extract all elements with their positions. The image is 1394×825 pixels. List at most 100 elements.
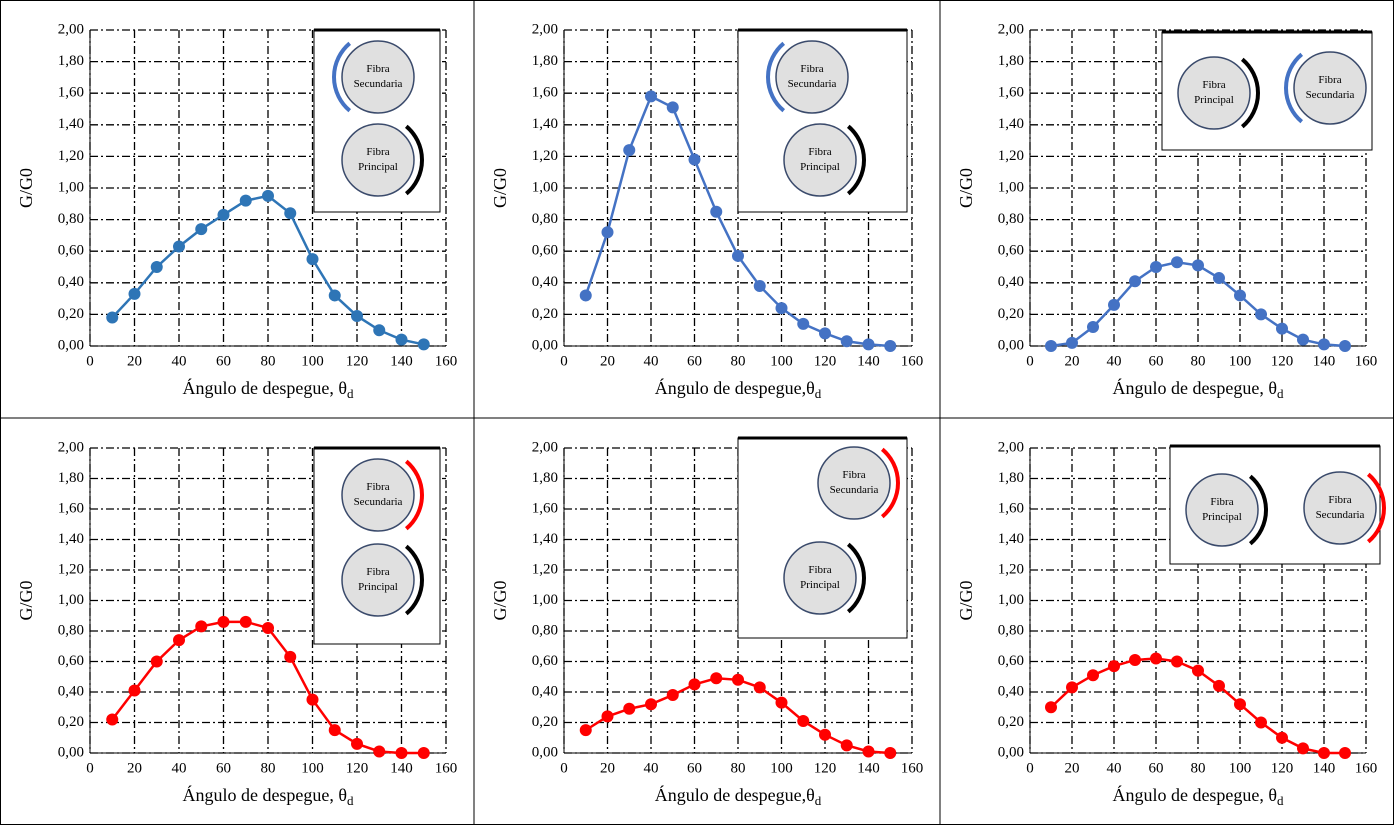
data-point	[580, 289, 592, 301]
x-axis-label-main: Ángulo de despegue, θ	[1112, 784, 1277, 805]
y-tick-label: 1,80	[58, 53, 84, 69]
fiber-label: Principal	[1202, 511, 1242, 523]
y-tick-label: 0,80	[998, 211, 1024, 227]
y-tick-label: 2,00	[532, 21, 558, 37]
fiber-circle	[1178, 57, 1250, 129]
y-tick-label: 0,20	[998, 714, 1024, 730]
x-tick-label: 0	[1026, 353, 1034, 369]
data-point	[373, 745, 385, 757]
data-point	[884, 340, 896, 352]
x-tick-label: 100	[1229, 353, 1252, 369]
chart: 0,000,200,400,600,801,001,201,401,601,80…	[16, 21, 457, 401]
y-tick-label: 0,00	[998, 337, 1024, 353]
y-tick-label: 0,80	[58, 211, 84, 227]
fiber-circle	[784, 124, 856, 196]
y-tick-label: 0,60	[58, 243, 84, 259]
x-tick-label: 160	[1355, 353, 1378, 369]
x-tick-label: 60	[1149, 353, 1164, 369]
data-point	[1150, 652, 1162, 664]
y-tick-label: 0,20	[532, 306, 558, 322]
x-axis-label-main: Ángulo de despegue, θ	[182, 377, 347, 398]
y-tick-label: 1,20	[58, 148, 84, 164]
x-tick-label: 140	[857, 760, 880, 776]
y-tick-label: 1,60	[58, 500, 84, 516]
fiber-label: Secundaria	[354, 496, 403, 508]
y-tick-label: 0,00	[532, 337, 558, 353]
data-point	[373, 324, 385, 336]
x-tick-label: 100	[301, 760, 324, 776]
data-point	[1108, 660, 1120, 672]
data-point	[1276, 323, 1288, 335]
data-point	[797, 715, 809, 727]
x-tick-label: 160	[435, 353, 458, 369]
data-point	[1234, 289, 1246, 301]
data-point	[645, 90, 657, 102]
fiber-label: Fibra	[366, 146, 389, 158]
y-tick-label: 0,40	[532, 683, 558, 699]
data-point	[1297, 742, 1309, 754]
x-tick-label: 160	[901, 760, 924, 776]
y-axis-label: G/G0	[490, 168, 510, 208]
data-point	[329, 724, 341, 736]
y-tick-label: 1,80	[532, 470, 558, 486]
x-tick-label: 160	[435, 760, 458, 776]
data-point	[284, 651, 296, 663]
y-tick-label: 1,60	[532, 85, 558, 101]
data-point	[602, 710, 614, 722]
y-tick-label: 1,00	[998, 592, 1024, 608]
x-tick-label: 40	[172, 353, 187, 369]
y-tick-label: 1,00	[998, 179, 1024, 195]
data-point	[284, 207, 296, 219]
data-point	[396, 334, 408, 346]
data-point	[218, 209, 230, 221]
y-tick-label: 0,40	[532, 274, 558, 290]
figure: 0,000,200,400,600,801,001,201,401,601,80…	[0, 0, 1394, 825]
x-tick-label: 100	[770, 760, 793, 776]
x-tick-label: 40	[644, 353, 659, 369]
y-tick-label: 2,00	[998, 21, 1024, 37]
chart: 0,000,200,400,600,801,001,201,401,601,80…	[16, 439, 457, 808]
data-point	[667, 689, 679, 701]
data-point	[1192, 665, 1204, 677]
data-point	[863, 338, 875, 350]
fiber-label: Secundaria	[354, 78, 403, 90]
fiber-circle	[342, 544, 414, 616]
chart: 0,000,200,400,600,801,001,201,401,601,80…	[956, 21, 1377, 401]
y-axis-label: G/G0	[490, 581, 510, 621]
data-point	[754, 681, 766, 693]
fiber-label: Principal	[1194, 94, 1234, 106]
fiber-circle	[1304, 472, 1376, 544]
data-point	[1045, 701, 1057, 713]
x-tick-label: 80	[1191, 760, 1206, 776]
y-axis-label: G/G0	[956, 168, 976, 208]
data-point	[1192, 259, 1204, 271]
x-tick-label: 120	[346, 353, 369, 369]
data-point	[106, 713, 118, 725]
data-point	[1108, 299, 1120, 311]
data-point	[667, 101, 679, 113]
x-axis-label: Ángulo de despegue, θd	[1112, 784, 1284, 808]
y-tick-label: 0,80	[998, 622, 1024, 638]
x-tick-label: 0	[1026, 760, 1034, 776]
x-tick-label: 40	[172, 760, 187, 776]
y-tick-label: 2,00	[58, 439, 84, 455]
y-axis-label: G/G0	[956, 581, 976, 621]
x-tick-label: 120	[814, 353, 837, 369]
x-tick-label: 160	[1355, 760, 1378, 776]
fiber-circle	[342, 41, 414, 113]
data-point	[645, 698, 657, 710]
y-tick-label: 1,00	[58, 179, 84, 195]
data-point	[1318, 338, 1330, 350]
data-point	[195, 223, 207, 235]
x-tick-label: 60	[216, 760, 231, 776]
data-point	[1213, 680, 1225, 692]
x-tick-label: 60	[687, 353, 702, 369]
y-tick-label: 0,00	[532, 744, 558, 760]
data-point	[710, 672, 722, 684]
y-tick-label: 1,20	[532, 561, 558, 577]
fiber-circle	[776, 41, 848, 113]
x-tick-label: 40	[1107, 353, 1122, 369]
y-tick-label: 0,20	[532, 714, 558, 730]
y-tick-label: 0,40	[58, 274, 84, 290]
data-point	[396, 747, 408, 759]
